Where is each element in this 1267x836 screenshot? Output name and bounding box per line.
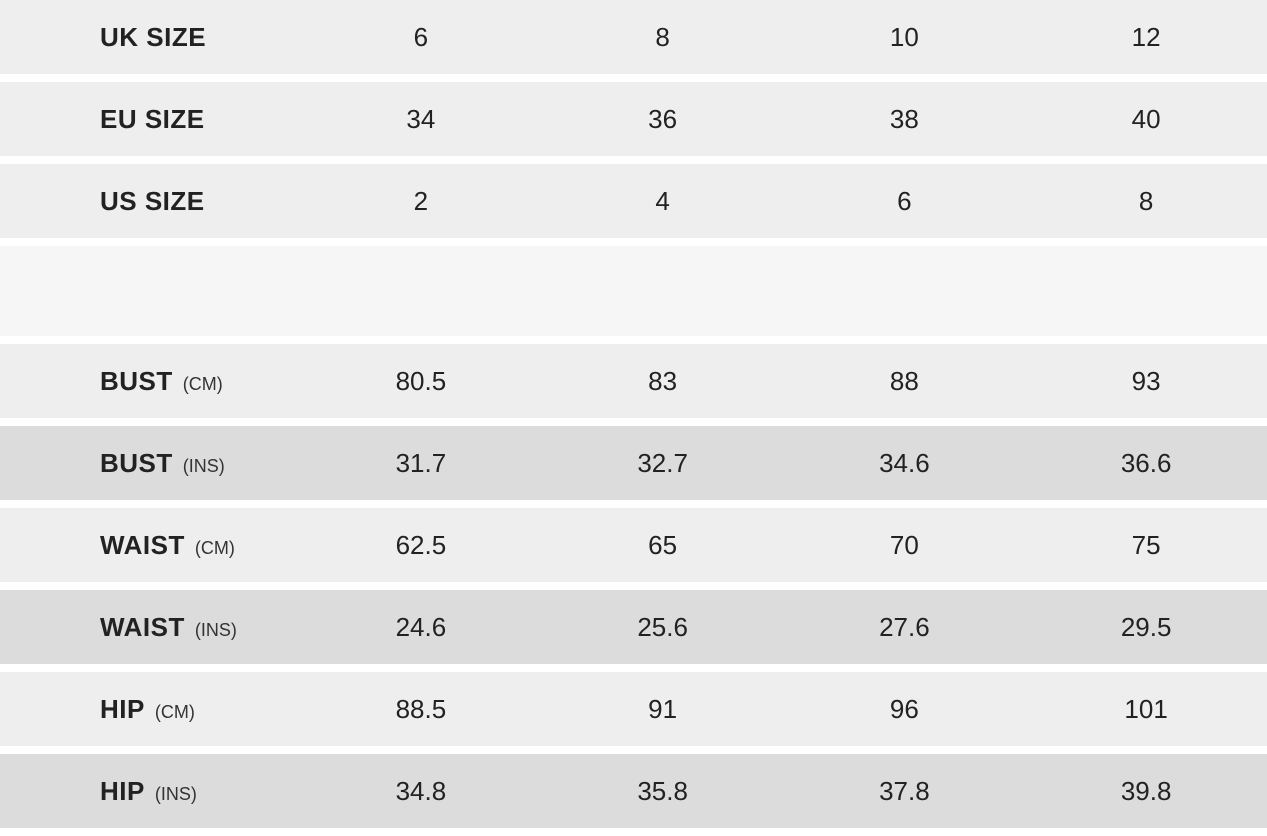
cell-value: 8: [1025, 186, 1267, 217]
cell-value: 34.6: [784, 448, 1026, 479]
cell-value: 35.8: [542, 776, 784, 807]
row-unit: (INS): [155, 784, 197, 805]
cell-value: 93: [1025, 366, 1267, 397]
cell-value: 38: [784, 104, 1026, 135]
cell-value: 8: [542, 22, 784, 53]
row-label: HIP: [100, 776, 145, 807]
table-row: UK SIZE 6 8 10 12: [0, 0, 1267, 74]
row-label-cell: HIP (CM): [0, 694, 300, 725]
cell-value: 36.6: [1025, 448, 1267, 479]
cell-value: 32.7: [542, 448, 784, 479]
row-unit: (INS): [195, 620, 237, 641]
row-label-cell: BUST (CM): [0, 366, 300, 397]
cell-value: 34.8: [300, 776, 542, 807]
cell-value: 65: [542, 530, 784, 561]
row-label-cell: BUST (INS): [0, 448, 300, 479]
cell-value: 24.6: [300, 612, 542, 643]
row-unit: (CM): [195, 538, 235, 559]
cell-value: 29.5: [1025, 612, 1267, 643]
cell-value: 36: [542, 104, 784, 135]
cell-value: 88.5: [300, 694, 542, 725]
cell-value: 10: [784, 22, 1026, 53]
size-chart-table: UK SIZE 6 8 10 12 EU SIZE 34 36 38 40 US…: [0, 0, 1267, 828]
row-label: UK SIZE: [100, 22, 206, 53]
cell-value: 27.6: [784, 612, 1026, 643]
row-unit: (CM): [183, 374, 223, 395]
cell-value: 101: [1025, 694, 1267, 725]
cell-value: 80.5: [300, 366, 542, 397]
table-row: US SIZE 2 4 6 8: [0, 164, 1267, 238]
spacer-row: [0, 246, 1267, 336]
row-unit: (CM): [155, 702, 195, 723]
cell-value: 62.5: [300, 530, 542, 561]
cell-value: 12: [1025, 22, 1267, 53]
cell-value: 83: [542, 366, 784, 397]
cell-value: 2: [300, 186, 542, 217]
table-row: HIP (INS) 34.8 35.8 37.8 39.8: [0, 754, 1267, 828]
row-label-cell: HIP (INS): [0, 776, 300, 807]
row-label-cell: UK SIZE: [0, 22, 300, 53]
cell-value: 96: [784, 694, 1026, 725]
row-label: US SIZE: [100, 186, 205, 217]
cell-value: 6: [784, 186, 1026, 217]
row-unit: (INS): [183, 456, 225, 477]
cell-value: 4: [542, 186, 784, 217]
row-label: WAIST: [100, 612, 185, 643]
row-label-cell: US SIZE: [0, 186, 300, 217]
row-label: BUST: [100, 366, 173, 397]
cell-value: 34: [300, 104, 542, 135]
cell-value: 37.8: [784, 776, 1026, 807]
cell-value: 31.7: [300, 448, 542, 479]
cell-value: 39.8: [1025, 776, 1267, 807]
table-row: EU SIZE 34 36 38 40: [0, 82, 1267, 156]
row-label: EU SIZE: [100, 104, 205, 135]
cell-value: 88: [784, 366, 1026, 397]
cell-value: 6: [300, 22, 542, 53]
row-label-cell: WAIST (CM): [0, 530, 300, 561]
row-label: HIP: [100, 694, 145, 725]
cell-value: 91: [542, 694, 784, 725]
table-row: WAIST (INS) 24.6 25.6 27.6 29.5: [0, 590, 1267, 664]
table-row: BUST (CM) 80.5 83 88 93: [0, 344, 1267, 418]
row-label: WAIST: [100, 530, 185, 561]
table-row: BUST (INS) 31.7 32.7 34.6 36.6: [0, 426, 1267, 500]
cell-value: 75: [1025, 530, 1267, 561]
cell-value: 25.6: [542, 612, 784, 643]
table-row: HIP (CM) 88.5 91 96 101: [0, 672, 1267, 746]
row-label-cell: WAIST (INS): [0, 612, 300, 643]
cell-value: 70: [784, 530, 1026, 561]
row-label: BUST: [100, 448, 173, 479]
row-label-cell: EU SIZE: [0, 104, 300, 135]
cell-value: 40: [1025, 104, 1267, 135]
table-row: WAIST (CM) 62.5 65 70 75: [0, 508, 1267, 582]
